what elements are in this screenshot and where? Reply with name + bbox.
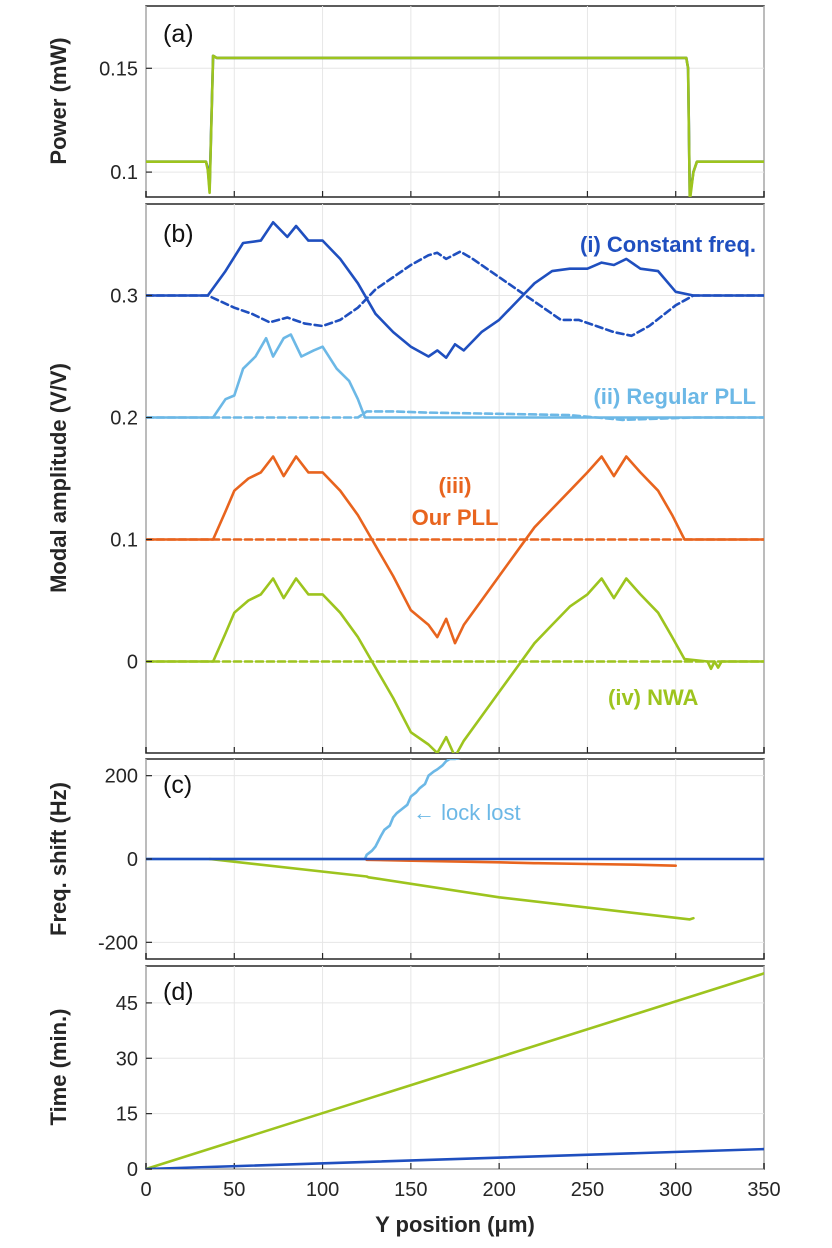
panel-b-ylabel: Modal amplitude (V/V) (46, 363, 71, 593)
y-tick-label: 0.1 (110, 162, 138, 184)
y-tick-label: 15 (116, 1104, 138, 1126)
panel-c-ylabel: Freq. shift (Hz) (46, 782, 71, 936)
series-line-our-pll (365, 858, 678, 868)
y-tick-label: 200 (105, 766, 138, 788)
y-tick-label: -200 (98, 932, 138, 954)
series-line-iii-solid (146, 455, 764, 645)
y-tick-label: 30 (116, 1048, 138, 1070)
series-line-constant-freq (146, 54, 764, 197)
x-tick-label: 350 (747, 1179, 780, 1201)
y-tick-label: 0.2 (110, 408, 138, 430)
panel-d: 0 15 30 45 0 50 100 150 200 250 300 350 (d) Time (… (46, 965, 781, 1237)
annotation-our-pll-numeral: (iii) (439, 473, 472, 498)
series-line-iv-solid (146, 577, 764, 753)
series-line-ii-dashed (146, 410, 764, 422)
annotation-constant-freq: (i) Constant freq. (580, 232, 756, 257)
series-line-nwa (146, 972, 764, 1169)
panel-a-label: (a) (163, 20, 194, 48)
y-tick-label: 0.1 (110, 530, 138, 552)
x-tick-label: 300 (659, 1179, 692, 1201)
y-tick-label: 0 (127, 1159, 138, 1181)
panel-b: 0 0.1 0.2 0.3 (b) Modal amplitude (V/V) (i)… (46, 203, 765, 754)
y-tick-label: 0 (127, 652, 138, 674)
annotation-nwa: (iv) NWA (608, 685, 699, 710)
x-tick-label: 100 (306, 1179, 339, 1201)
panel-d-ylabel: Time (min.) (46, 1009, 71, 1126)
x-tick-label: 0 (140, 1179, 151, 1201)
panel-a-frame (145, 5, 765, 198)
series-line-nwa (146, 54, 764, 197)
panel-c-label: (c) (163, 771, 192, 799)
series-line-ii-solid (146, 333, 764, 419)
x-tick-label: 250 (571, 1179, 604, 1201)
y-tick-label: 45 (116, 993, 138, 1015)
panel-c: -200 0 200 (c) Freq. shift (Hz) ← lock los… (46, 758, 765, 960)
annotation-lock-lost: ← lock lost (413, 800, 521, 825)
series-line-nwa (208, 857, 695, 921)
panel-d-label: (d) (163, 978, 194, 1006)
series-line-constant-freq (146, 1147, 764, 1169)
series-line-i-solid (146, 221, 764, 360)
x-axis-label: Y position (μm) (375, 1212, 535, 1237)
annotation-regular-pll: (ii) Regular PLL (593, 384, 756, 409)
series-line-i-dashed (146, 250, 764, 338)
series-line-regular-pll (146, 759, 461, 861)
y-tick-label: 0 (127, 849, 138, 871)
x-tick-label: 50 (223, 1179, 245, 1201)
y-tick-label: 0.15 (99, 58, 138, 80)
x-tick-label: 200 (482, 1179, 515, 1201)
panel-b-label: (b) (163, 220, 194, 248)
panel-a: 0.1 0.15 (a) Power (mW) (46, 5, 765, 198)
panel-a-ylabel: Power (mW) (46, 37, 71, 164)
annotation-our-pll: Our PLL (412, 505, 499, 530)
y-tick-label: 0.3 (110, 286, 138, 308)
x-tick-label: 150 (394, 1179, 427, 1201)
